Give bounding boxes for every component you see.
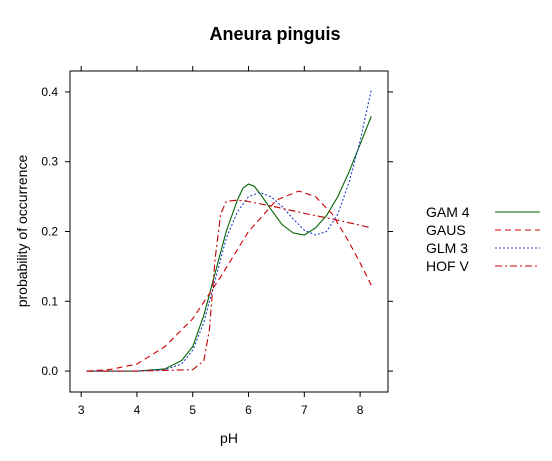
series-lines: [86, 89, 372, 372]
x-tick-label: 5: [189, 403, 196, 417]
legend-label: GLM 3: [426, 240, 468, 256]
axis-ticks: 3 4 5 6 7 8 0.0 0.1 0.2 0.3 0.4: [41, 66, 393, 417]
chart-title: Aneura pinguis: [209, 24, 340, 44]
y-tick-label: 0.0: [41, 364, 58, 378]
x-axis-title: pH: [220, 430, 238, 446]
x-tick-label: 8: [357, 403, 364, 417]
x-tick-label: 3: [78, 403, 85, 417]
series-line-hof-v: [86, 199, 372, 372]
y-tick-label: 0.3: [41, 155, 58, 169]
y-tick-label: 0.1: [41, 294, 58, 308]
y-axis-title: probability of occurrence: [14, 155, 30, 308]
legend: GAM 4 GAUS GLM 3 HOF V: [426, 204, 540, 274]
x-tick-label: 4: [134, 403, 141, 417]
y-tick-label: 0.4: [41, 85, 58, 99]
series-line-gam-4: [86, 116, 372, 372]
y-tick-label: 0.2: [41, 225, 58, 239]
x-tick-label: 6: [245, 403, 252, 417]
x-tick-label: 7: [301, 403, 308, 417]
series-line-gaus: [86, 190, 372, 372]
legend-label: GAM 4: [426, 204, 470, 220]
series-line-glm-3: [86, 89, 372, 372]
legend-label: GAUS: [426, 222, 466, 238]
legend-label: HOF V: [426, 258, 469, 274]
